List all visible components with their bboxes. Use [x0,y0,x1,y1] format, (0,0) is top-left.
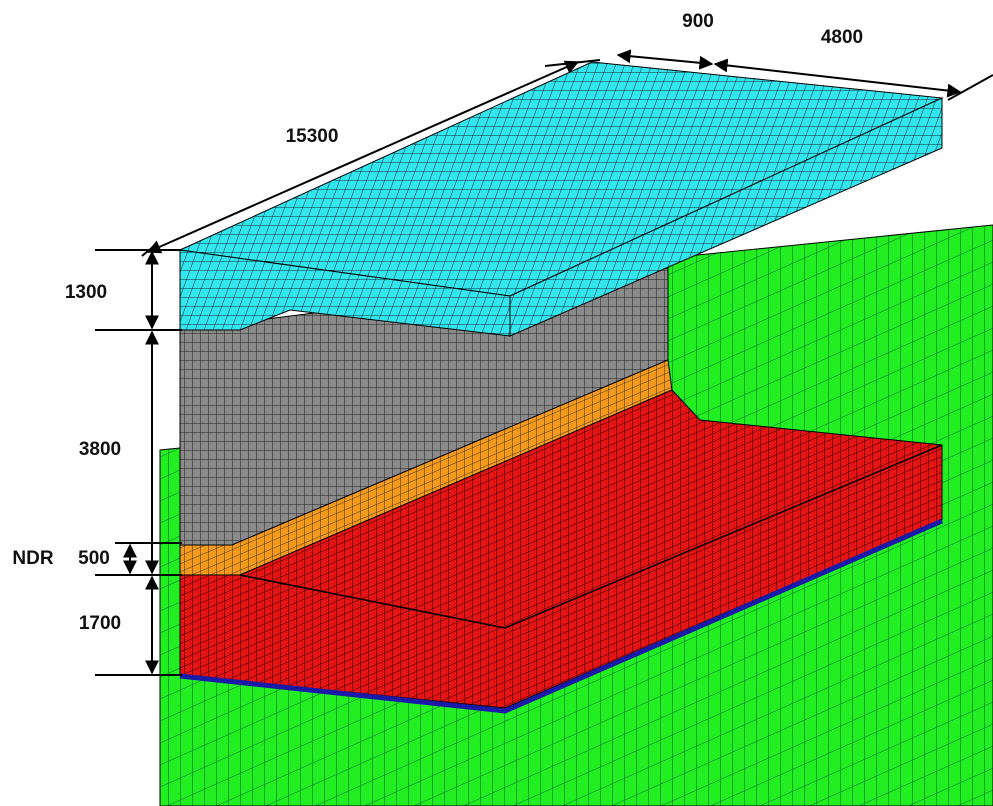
dim-label: 4800 [821,27,863,48]
dim-label: 3800 [79,439,121,460]
dim-label: 15300 [286,126,339,147]
dimension-lines [95,49,993,676]
dim-label: 500 [78,548,110,569]
dim-label: 1300 [65,282,107,303]
base-edge [239,444,943,629]
dim-label: 900 [682,11,714,32]
dim-label: NDR [12,548,53,569]
blue-liner [179,518,943,714]
slab-side [509,97,943,337]
dim-label: 1700 [79,613,121,634]
